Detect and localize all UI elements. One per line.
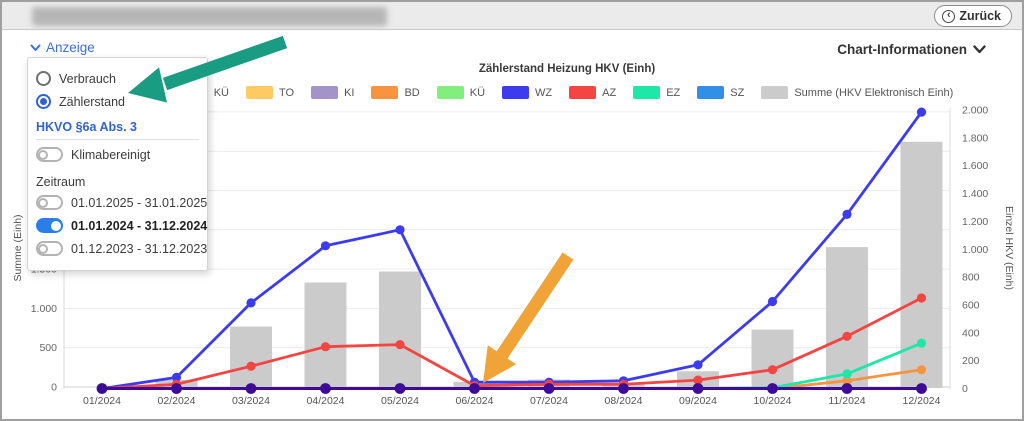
radio-selected-icon	[36, 94, 51, 109]
legend-label: AZ	[602, 86, 617, 99]
svg-text:07/2024: 07/2024	[530, 395, 568, 407]
svg-text:200: 200	[962, 355, 980, 367]
legend-swatch	[371, 86, 399, 99]
zero-overlap-markers	[96, 383, 927, 394]
legend-label: KÜ	[213, 86, 229, 99]
svg-text:0: 0	[51, 382, 57, 394]
back-button-label: Zurück	[959, 9, 1001, 23]
svg-text:02/2024: 02/2024	[158, 395, 196, 407]
zeitraum-option-2024[interactable]: 01.01.2024 - 31.12.2024	[36, 214, 207, 237]
zeitraum-option-2025[interactable]: 01.01.2025 - 31.01.2025	[36, 191, 207, 214]
x-axis-labels: 01/2024 02/2024 03/2024 04/2024 05/2024 06/20…	[83, 395, 941, 407]
legend-item-EZ[interactable]: EZ	[633, 86, 680, 99]
svg-text:01/2024: 01/2024	[83, 395, 121, 407]
toggle-off-icon	[36, 241, 63, 256]
toggle-label: Klimabereinigt	[71, 147, 151, 162]
legend-item-WZ[interactable]: WZ	[502, 86, 552, 99]
back-button[interactable]: ‹ Zurück	[934, 5, 1012, 27]
toggle-off-icon	[36, 147, 63, 162]
radio-option-zaehlerstand[interactable]: Zählerstand	[36, 90, 199, 113]
svg-text:2.000: 2.000	[962, 105, 988, 117]
svg-text:03/2024: 03/2024	[232, 395, 270, 407]
radio-label: Verbrauch	[59, 71, 116, 86]
svg-text:05/2024: 05/2024	[381, 395, 419, 407]
redacted-page-title	[32, 7, 387, 26]
series-line-WZ	[97, 107, 927, 394]
chart-legend: KÜ TO KI BD KÜ WZ AZ EZ SZ Summe (HKV Elektronisc…	[102, 86, 1022, 99]
legend-item-TO[interactable]: TO	[245, 86, 295, 99]
legend-label: EZ	[666, 86, 681, 99]
legend-item-AZ[interactable]: AZ	[569, 86, 616, 99]
legend-item-BD[interactable]: BD	[371, 86, 420, 99]
legend-label: KÜ	[469, 86, 486, 99]
radio-option-verbrauch[interactable]: Verbrauch	[36, 67, 199, 90]
summe-bars	[155, 141, 943, 388]
legend-item-KÜ[interactable]: KÜ	[436, 86, 486, 99]
legend-label: WZ	[535, 86, 553, 99]
svg-text:1.800: 1.800	[962, 132, 988, 144]
legend-label: BD	[404, 86, 420, 99]
right-axis-ticks: 0 200 400 600 800 1.000 1.200 1.400 1.600 1.800 2.…	[962, 105, 988, 396]
svg-text:11/2024: 11/2024	[828, 395, 865, 407]
chevron-down-icon	[30, 44, 41, 51]
left-axis-title: Summe (Einh)	[12, 214, 24, 281]
zeitraum-option-2023[interactable]: 01.12.2023 - 31.12.2023	[36, 237, 207, 260]
svg-text:10/2024: 10/2024	[754, 395, 792, 407]
toggle-off-icon	[36, 195, 63, 210]
anzeige-panel: Verbrauch Zählerstand HKVO §6a Abs. 3 Kl…	[27, 57, 208, 271]
toggle-label: 01.12.2023 - 31.12.2023	[71, 241, 208, 256]
legend-label: SZ	[730, 86, 745, 99]
klimabereinigt-toggle-row[interactable]: Klimabereinigt	[36, 143, 199, 166]
toggle-on-icon	[36, 218, 63, 233]
legend-swatch	[311, 86, 339, 99]
legend-swatch	[633, 86, 661, 99]
legend-swatch	[761, 86, 789, 99]
legend-swatch	[569, 86, 597, 99]
svg-text:08/2024: 08/2024	[605, 395, 643, 407]
anzeige-dropdown-toggle[interactable]: Anzeige	[30, 40, 95, 55]
svg-text:1.600: 1.600	[962, 160, 988, 172]
chart-informationen-toggle[interactable]: Chart-Informationen	[837, 42, 986, 57]
svg-text:800: 800	[962, 272, 980, 284]
svg-text:1.400: 1.400	[962, 188, 988, 200]
svg-text:400: 400	[962, 327, 980, 339]
hkvo-heading: HKVO §6a Abs. 3	[36, 120, 199, 140]
legend-swatch	[245, 86, 273, 99]
anzeige-label: Anzeige	[46, 40, 95, 55]
legend-swatch	[436, 86, 464, 99]
right-axis-title: Einzel HKV (Einh)	[1003, 206, 1015, 290]
chevron-left-circle-icon: ‹	[942, 9, 956, 23]
legend-label: Summe (HKV Elektronisch Einh)	[794, 86, 954, 99]
legend-item-Summe (HKV Elektronisch Einh)[interactable]: Summe (HKV Elektronisch Einh)	[761, 86, 953, 99]
toggle-label: 01.01.2025 - 31.01.2025	[71, 195, 208, 210]
svg-text:1.000: 1.000	[31, 303, 57, 315]
svg-text:1.000: 1.000	[962, 244, 988, 256]
radio-label: Zählerstand	[59, 94, 126, 109]
legend-item-SZ[interactable]: SZ	[697, 86, 744, 99]
svg-text:12/2024: 12/2024	[903, 395, 941, 407]
chart-informationen-label: Chart-Informationen	[837, 42, 967, 57]
svg-text:09/2024: 09/2024	[679, 395, 717, 407]
toggle-label: 01.01.2024 - 31.12.2024	[71, 218, 208, 233]
legend-label: KI	[344, 86, 355, 99]
chart-title: Zählerstand Heizung HKV (Einh)	[478, 63, 656, 75]
svg-text:600: 600	[962, 299, 980, 311]
legend-label: TO	[278, 86, 295, 99]
top-bar: ‹ Zurück	[2, 2, 1022, 30]
radio-icon	[36, 71, 51, 86]
svg-text:0: 0	[962, 383, 968, 395]
legend-swatch	[502, 86, 530, 99]
svg-text:04/2024: 04/2024	[307, 395, 345, 407]
svg-text:06/2024: 06/2024	[456, 395, 494, 407]
zeitraum-label: Zeitraum	[36, 175, 86, 189]
legend-swatch	[697, 86, 725, 99]
legend-item-KI[interactable]: KI	[311, 86, 354, 99]
svg-text:1.200: 1.200	[962, 216, 988, 228]
chevron-down-icon	[973, 45, 986, 54]
svg-text:500: 500	[39, 342, 57, 354]
